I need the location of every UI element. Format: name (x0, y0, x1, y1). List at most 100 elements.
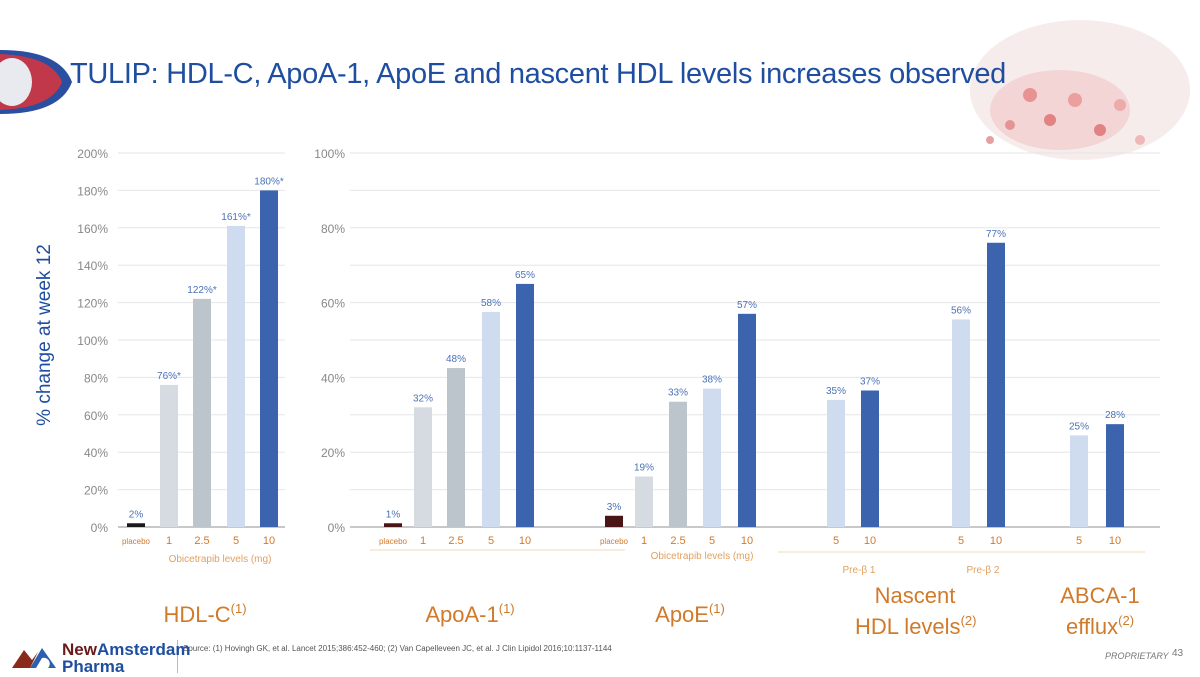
y-tick-label: 0% (91, 521, 109, 535)
x-tick-label: 1 (420, 535, 426, 547)
bar-5 (1070, 435, 1088, 527)
subgroup-label: Pre-β 2 (967, 565, 1000, 576)
proprietary-label: PROPRIETARY (1105, 651, 1169, 661)
brand-name-pharma: Pharma (62, 657, 125, 676)
data-label: 32% (413, 393, 433, 404)
bar-2.5 (669, 401, 687, 527)
data-label: 37% (860, 376, 880, 387)
slide-title: TULIP: HDL-C, ApoA-1, ApoE and nascent H… (70, 58, 1007, 90)
x-tick-label: 1 (166, 535, 172, 547)
y-tick-label: 40% (84, 446, 108, 460)
data-label: 2% (129, 509, 144, 520)
data-label: 161%* (221, 212, 251, 223)
bar-10 (260, 190, 278, 527)
data-label: 35% (826, 386, 846, 397)
x-tick-label: placebo (122, 537, 151, 546)
bar-5 (482, 311, 500, 527)
x-tick-label: 10 (1109, 535, 1121, 547)
bar-placebo (384, 523, 402, 527)
x-tick-label: 5 (1076, 535, 1082, 547)
data-label: 122%* (187, 285, 217, 296)
data-label: 76%* (157, 371, 181, 382)
x-tick-label: 5 (488, 535, 494, 547)
bar-5 (827, 399, 845, 527)
bar-5 (227, 225, 245, 527)
group-title-hdl-c: HDL-C(1) (163, 601, 247, 627)
data-label: 48% (446, 354, 466, 365)
data-label: 180%* (254, 176, 284, 187)
group-title-nascent-hdl: Nascent HDL levels(2) (855, 583, 977, 639)
x-tick-label: 10 (519, 535, 531, 547)
x-tick-label: placebo (379, 537, 408, 546)
y-tick-label: 0% (328, 521, 346, 535)
x-tick-label: 5 (709, 535, 715, 547)
bar-10 (738, 313, 756, 527)
bar-1 (635, 476, 653, 527)
bar-placebo (605, 515, 623, 527)
data-label: 65% (515, 270, 535, 281)
y-axis-label: % change at week 12 (34, 244, 55, 426)
y-tick-label: 20% (321, 446, 345, 460)
x-tick-label: 10 (741, 535, 753, 547)
source-citation: Source: (1) Hovingh GK, et al. Lancet 20… (183, 644, 612, 653)
bar-10 (987, 242, 1005, 527)
company-logo-icon (12, 648, 56, 668)
bar-10 (861, 390, 879, 527)
data-label: 3% (607, 502, 622, 513)
data-label: 33% (668, 388, 688, 399)
data-label: 58% (481, 298, 501, 309)
bar-10 (1106, 424, 1124, 527)
decorative-cells-image (970, 20, 1190, 160)
footer-divider (177, 640, 178, 673)
y-tick-label: 60% (321, 297, 345, 311)
x-axis-title: Obicetrapib levels (mg) (169, 554, 272, 565)
data-label: 56% (951, 305, 971, 316)
y-tick-label: 20% (84, 484, 108, 498)
x-axis-title: Obicetrapib levels (mg) (651, 551, 754, 562)
y-tick-label: 100% (77, 334, 108, 348)
x-tick-label: 10 (263, 535, 275, 547)
bar-5 (952, 319, 970, 527)
brand-name: NewAmsterdam (62, 640, 191, 659)
data-label: 57% (737, 300, 757, 311)
bar-1 (160, 384, 178, 527)
bar-2.5 (447, 368, 465, 527)
bar-placebo (127, 523, 145, 527)
y-tick-label: 80% (321, 222, 345, 236)
x-tick-label: 5 (958, 535, 964, 547)
y-tick-label: 140% (77, 259, 108, 273)
y-tick-label: 180% (77, 184, 108, 198)
bar-10 (516, 283, 534, 527)
data-label: 77% (986, 229, 1006, 240)
x-tick-label: placebo (600, 537, 629, 546)
bar-2.5 (193, 298, 211, 527)
x-tick-label: 5 (833, 535, 839, 547)
x-tick-label: 2.5 (670, 535, 685, 547)
y-tick-label: 80% (84, 371, 108, 385)
x-tick-label: 1 (641, 535, 647, 547)
bar-1 (414, 407, 432, 527)
x-tick-label: 10 (990, 535, 1002, 547)
group-title-apoa-1: ApoA-1(1) (425, 601, 515, 627)
data-label: 25% (1069, 421, 1089, 432)
x-tick-label: 5 (233, 535, 239, 547)
y-tick-label: 100% (314, 147, 345, 161)
x-tick-label: 2.5 (194, 535, 209, 547)
y-tick-label: 60% (84, 409, 108, 423)
bar-5 (703, 388, 721, 527)
y-tick-label: 40% (321, 371, 345, 385)
group-title-apoe: ApoE(1) (655, 601, 725, 627)
data-label: 1% (386, 509, 401, 520)
data-label: 28% (1105, 410, 1125, 421)
group-title-abca-1: ABCA-1 efflux(2) (1060, 583, 1140, 639)
x-tick-label: 2.5 (448, 535, 463, 547)
y-tick-label: 160% (77, 222, 108, 236)
data-label: 38% (702, 375, 722, 386)
x-tick-label: 10 (864, 535, 876, 547)
data-label: 19% (634, 463, 654, 474)
page-number: 43 (1172, 648, 1184, 659)
y-tick-label: 120% (77, 297, 108, 311)
y-tick-label: 200% (77, 147, 108, 161)
header-logo-icon (0, 50, 72, 114)
